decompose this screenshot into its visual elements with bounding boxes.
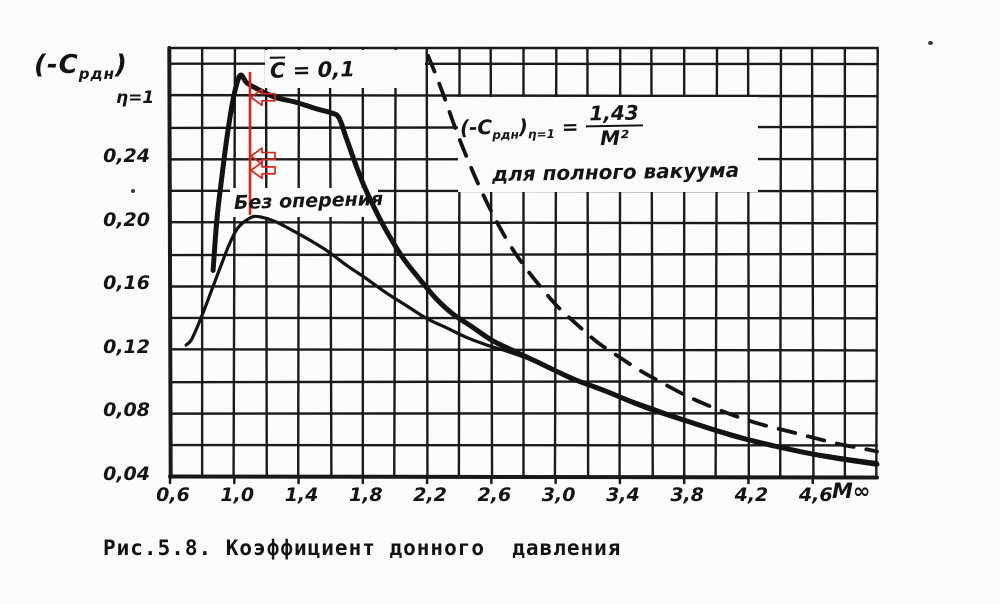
grid-line-vertical [393, 46, 397, 479]
grid-line-vertical [167, 46, 173, 479]
x-tick-label: 3,0 [541, 484, 576, 506]
y-axis-title-condition: η=1 [116, 88, 155, 108]
y-axis-title: (-Cрдн) [34, 50, 128, 83]
curve-vacuum [426, 54, 879, 454]
cbar-letter: C [269, 58, 286, 83]
grid-line-vertical [328, 46, 333, 479]
vacuum-formula-caption: для полного вакуума [491, 157, 740, 187]
formula-sub: рдн [492, 127, 519, 142]
formula-open: (-C [459, 114, 493, 140]
grid-line-horizontal [168, 348, 879, 352]
grid-line-vertical [232, 46, 237, 479]
y-axis-title-close: ) [114, 50, 128, 80]
label-backdrop [265, 50, 425, 88]
grid-line-vertical [264, 46, 268, 479]
x-tick-label: 3,4 [606, 484, 640, 506]
formula-equals: = [561, 114, 579, 139]
y-tick-label: 0,04 [103, 463, 150, 485]
y-tick-label: 0,12 [103, 335, 150, 358]
grid-line-vertical [810, 46, 815, 479]
x-axis-label: M∞ [832, 479, 871, 503]
x-tick-label: 3,8 [670, 484, 705, 506]
x-tick-label: 4,2 [734, 484, 769, 506]
x-tick-label: 2,6 [477, 484, 512, 506]
grid-line-horizontal [168, 252, 879, 257]
formula-numerator: 1,43 [585, 100, 643, 128]
vacuum-formula: (-Cрдн)η=1 = 1,43 M² [460, 100, 644, 151]
grid-line-horizontal [168, 379, 879, 384]
x-tick-label: 0,6 [156, 484, 190, 506]
y-tick-label: 0,20 [103, 208, 150, 231]
x-tick-label: 4,6 [798, 484, 833, 506]
curve-label-bez-opereniya: Без оперения [233, 188, 384, 214]
y-tick-label: 0,08 [103, 399, 150, 422]
formula-fraction: 1,43 M² [585, 100, 643, 151]
grid-line-horizontal [168, 93, 879, 98]
x-tick-label: 1,0 [220, 484, 255, 506]
grid-line-horizontal [168, 221, 879, 225]
grid-line-vertical [875, 46, 879, 479]
paper-speck [928, 41, 933, 45]
y-tick-label: 0,24 [103, 145, 150, 168]
figure-caption: Рис.5.8. Коэффициент донного давления [103, 536, 622, 560]
cbar-value: = 0,1 [285, 57, 356, 83]
grid-line-horizontal [168, 474, 879, 480]
x-tick-label: 1,8 [348, 484, 383, 506]
curve-label-cbar: C = 0,1 [270, 57, 355, 82]
grid-line-vertical [296, 46, 301, 479]
red-arrow-icon [250, 88, 276, 107]
label-backdrop [230, 188, 378, 217]
grid-line-vertical [779, 46, 783, 479]
x-tick-label: 2,2 [413, 484, 447, 506]
formula-close: ) [518, 113, 529, 139]
y-axis-title-open: (-C [34, 50, 79, 80]
formula-lhs: (-Cрдн)η=1 [460, 113, 555, 142]
y-tick-label: 0,16 [103, 272, 150, 295]
red-arrow-icon [250, 147, 276, 165]
red-arrow-icon [250, 161, 276, 180]
formula-denominator: M² [599, 125, 629, 151]
curve-bez-opereniya [184, 214, 879, 465]
x-tick-label: 1,4 [284, 484, 319, 506]
grid-line-vertical [425, 46, 429, 479]
formula-condition: η=1 [527, 126, 556, 141]
label-backdrop [458, 97, 758, 192]
paper-speck [131, 189, 135, 193]
y-axis-title-sub: рдн [78, 65, 115, 84]
